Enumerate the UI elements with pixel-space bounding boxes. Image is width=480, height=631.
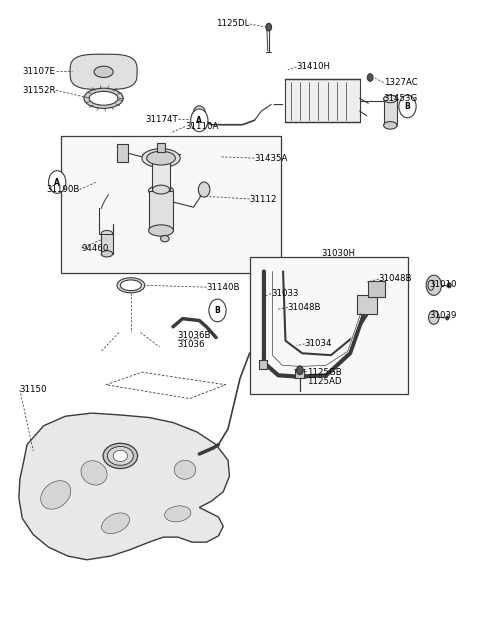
Circle shape	[446, 316, 449, 320]
Polygon shape	[70, 54, 137, 90]
Ellipse shape	[428, 280, 434, 290]
Text: 1327AC: 1327AC	[384, 78, 417, 87]
Ellipse shape	[101, 251, 113, 257]
Circle shape	[429, 310, 439, 324]
Text: 31112: 31112	[250, 194, 277, 204]
Ellipse shape	[41, 481, 71, 509]
Text: 31048B: 31048B	[288, 303, 322, 312]
Ellipse shape	[94, 66, 113, 78]
Circle shape	[198, 182, 210, 197]
Bar	[286, 80, 360, 122]
Ellipse shape	[149, 225, 173, 236]
Text: 31036B: 31036B	[178, 331, 211, 340]
Bar	[250, 257, 408, 394]
Text: 31140B: 31140B	[206, 283, 240, 292]
Ellipse shape	[120, 280, 142, 291]
Circle shape	[399, 95, 416, 118]
Text: 1125GB: 1125GB	[307, 368, 342, 377]
Text: 94460: 94460	[81, 244, 108, 252]
Ellipse shape	[101, 230, 113, 237]
Circle shape	[193, 106, 205, 122]
Text: 31190B: 31190B	[46, 185, 80, 194]
Ellipse shape	[153, 154, 169, 163]
Circle shape	[367, 74, 373, 81]
Ellipse shape	[108, 447, 133, 465]
Ellipse shape	[174, 460, 196, 479]
Ellipse shape	[103, 444, 138, 468]
Ellipse shape	[142, 149, 180, 168]
Text: 31110A: 31110A	[185, 122, 218, 131]
Text: 31107E: 31107E	[23, 67, 56, 76]
Circle shape	[297, 366, 303, 375]
Text: 31033: 31033	[271, 289, 299, 298]
Ellipse shape	[117, 278, 145, 293]
Text: 1125DL: 1125DL	[216, 20, 250, 28]
Text: 31034: 31034	[305, 339, 332, 348]
Bar	[153, 158, 169, 189]
Ellipse shape	[81, 461, 107, 485]
Bar	[295, 369, 304, 378]
Text: 31039: 31039	[429, 311, 456, 320]
Ellipse shape	[384, 95, 397, 103]
Bar	[259, 360, 267, 369]
Ellipse shape	[149, 185, 173, 196]
Circle shape	[266, 23, 272, 31]
Circle shape	[48, 171, 66, 193]
Text: 31435A: 31435A	[254, 153, 288, 163]
Text: 31048B: 31048B	[379, 274, 412, 283]
Text: 31152R: 31152R	[22, 86, 56, 95]
Ellipse shape	[89, 91, 118, 105]
Ellipse shape	[147, 151, 175, 165]
Text: 1125AD: 1125AD	[307, 377, 341, 386]
Bar	[149, 191, 173, 230]
Bar	[384, 99, 397, 126]
Text: 31453G: 31453G	[384, 94, 418, 103]
Circle shape	[447, 283, 451, 288]
Text: 31410H: 31410H	[297, 62, 330, 71]
Bar	[357, 295, 377, 314]
Text: 31036: 31036	[178, 340, 205, 349]
Ellipse shape	[165, 506, 191, 522]
Ellipse shape	[160, 235, 169, 242]
Ellipse shape	[384, 122, 397, 129]
Circle shape	[191, 109, 208, 132]
Text: 31174T: 31174T	[145, 115, 178, 124]
Ellipse shape	[153, 185, 169, 194]
Text: B: B	[215, 306, 220, 315]
Bar	[60, 136, 281, 273]
Ellipse shape	[84, 88, 123, 109]
Polygon shape	[19, 413, 229, 560]
Circle shape	[209, 299, 226, 322]
Text: 31010: 31010	[429, 280, 456, 288]
Text: A: A	[196, 116, 202, 125]
Text: 31150: 31150	[20, 386, 48, 394]
Ellipse shape	[113, 451, 128, 461]
Bar	[117, 144, 128, 162]
Bar	[157, 143, 165, 152]
Bar	[101, 233, 113, 254]
Circle shape	[426, 275, 442, 295]
Text: B: B	[405, 102, 410, 111]
Bar	[368, 281, 385, 297]
Text: 31030H: 31030H	[322, 249, 355, 258]
Text: A: A	[54, 177, 60, 187]
Ellipse shape	[102, 513, 130, 534]
